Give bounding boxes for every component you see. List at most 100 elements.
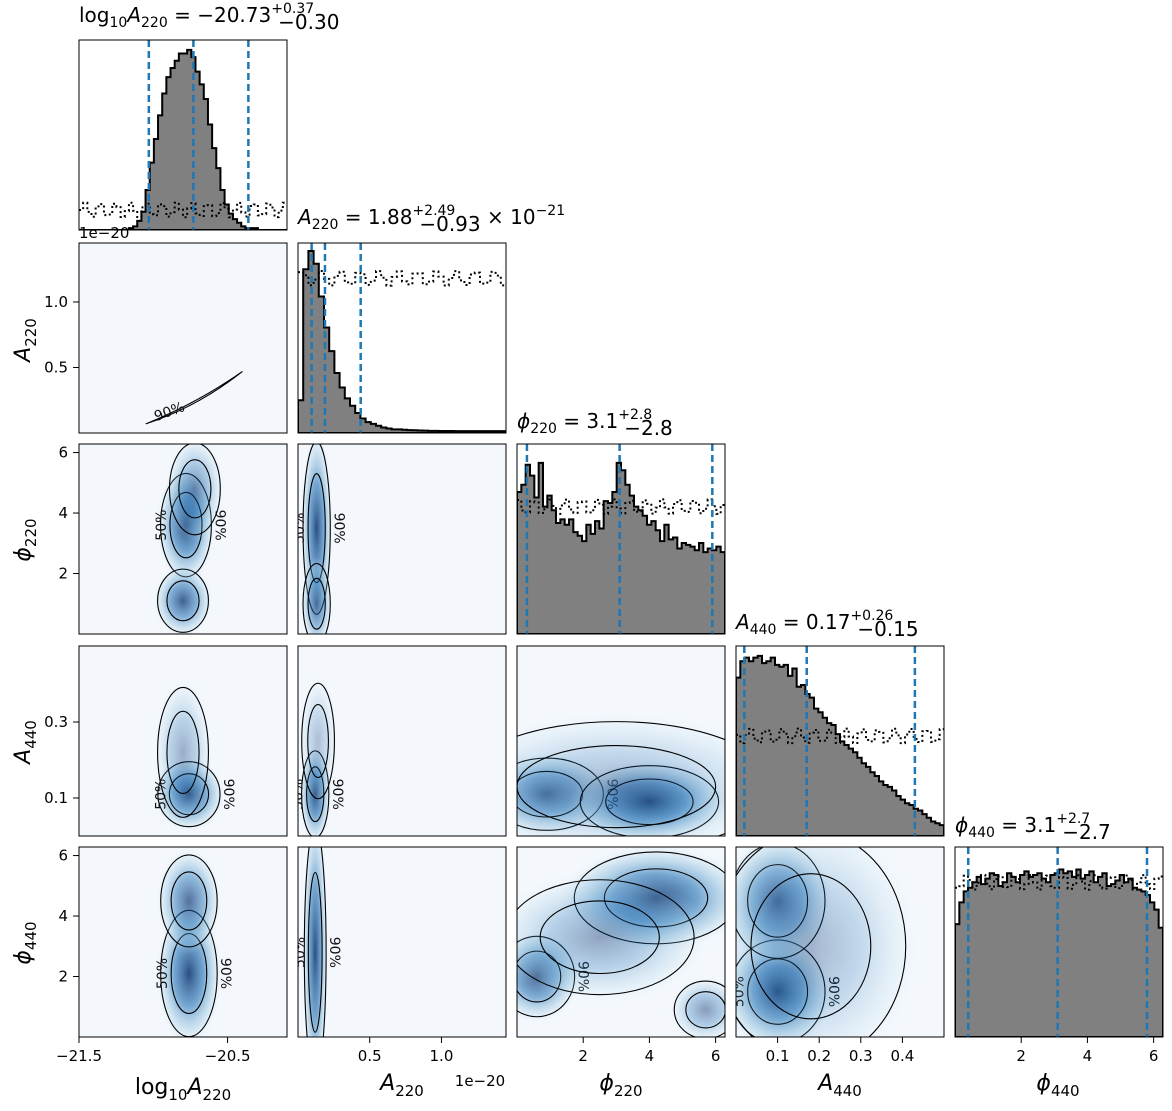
contour-90 — [517, 879, 695, 996]
contour-50 — [750, 873, 872, 1020]
hist-panel-phi220 — [516, 443, 726, 635]
density-blob — [299, 674, 338, 808]
title-logA220: log10A220 = −20.73+0.37 −0.30 — [79, 1, 339, 34]
panel-frame — [78, 846, 288, 1038]
contour-label: 90% — [220, 779, 236, 810]
density-background — [79, 243, 287, 433]
contour-label: 90% — [330, 513, 346, 544]
panel-frame — [78, 242, 288, 434]
prior-A220 — [298, 270, 506, 287]
hist-phi440 — [955, 868, 1163, 1037]
contour-90 — [673, 980, 725, 1037]
x-axis-label-A220: A220 — [378, 1071, 424, 1100]
density-blob — [300, 557, 333, 634]
density-blob — [153, 677, 213, 828]
contour-90 — [301, 682, 335, 800]
hist-panel-A220 — [297, 242, 507, 434]
x-tick-label: −20.5 — [205, 1047, 251, 1065]
panel-frame — [78, 443, 288, 635]
contour-label: 50% — [292, 513, 308, 544]
hist-panel-phi440 — [954, 846, 1164, 1038]
panel-frame — [516, 645, 726, 837]
density-panel-phi440-vs-A440: 50%90% — [735, 846, 945, 1038]
hist-panel-logA220 — [78, 39, 288, 231]
contour-90 — [302, 563, 331, 634]
density-blob — [517, 711, 725, 836]
prior-A440 — [736, 727, 944, 745]
y-tick-label: 1.0 — [44, 293, 68, 311]
y-tick-label: 0.1 — [44, 789, 68, 807]
x-axis-label-logA220: log10A220 — [135, 1075, 231, 1104]
contour-50 — [166, 580, 200, 622]
contour-90 — [168, 444, 221, 536]
hist-panel-A440 — [735, 645, 945, 837]
density-panel-phi440-vs-A220: 50% 90% — [297, 846, 507, 1038]
y-tick-label: 4 — [58, 504, 68, 522]
density-blob — [156, 847, 222, 955]
panel-frame — [297, 846, 507, 1038]
x-axis-label-A440: A440 — [816, 1071, 862, 1100]
y-tick-label: 6 — [58, 444, 68, 462]
panel-frame — [735, 846, 945, 1038]
contour-label: 90% — [329, 779, 345, 810]
x-tick-label: 1.0 — [430, 1047, 454, 1065]
y-tick-label: 6 — [58, 847, 68, 865]
contour-50 — [539, 900, 660, 975]
hist-frame — [954, 846, 1164, 1038]
density-panel-A440-vs-logA220: 50%90% — [78, 645, 288, 837]
hist-frame — [78, 39, 288, 231]
x-axis-label-phi440: ϕ440 — [1036, 1071, 1079, 1100]
contour-label: 50% — [155, 958, 171, 989]
x-tick-label: 2 — [1016, 1047, 1026, 1065]
contour-50 — [166, 710, 200, 794]
contour-90 — [145, 370, 243, 425]
y-axis-label-phi440: ϕ440 — [11, 921, 40, 964]
x-tick-label: 6 — [1149, 1047, 1159, 1065]
y-tick-label: 0.3 — [44, 713, 68, 731]
y-axis-label-A220: A220 — [11, 318, 40, 364]
y-tick-label: 2 — [58, 565, 68, 583]
contour-50 — [307, 871, 323, 1033]
y-tick-label: 2 — [58, 968, 68, 986]
title-phi440: ϕ440 = 3.1+2.7 −2.7 — [955, 811, 1111, 844]
contour-50 — [307, 577, 326, 630]
contour-90 — [736, 847, 907, 1037]
title-phi220: ϕ220 = 3.1+2.8 −2.8 — [517, 407, 673, 440]
density-blob — [153, 564, 213, 634]
contour-label: 50% — [291, 779, 307, 810]
hist-frame — [297, 242, 507, 434]
x-tick-label: 4 — [645, 1047, 655, 1065]
contour-90 — [517, 721, 725, 836]
density-blob — [517, 870, 709, 1004]
x-tick-label: 0.5 — [358, 1047, 382, 1065]
contour-50 — [170, 871, 208, 931]
x-offset-label: 1e−20 — [455, 1072, 505, 1090]
contour-90 — [160, 854, 218, 948]
contour-50 — [685, 991, 725, 1029]
x-tick-label: 0.3 — [849, 1047, 873, 1065]
panel-frame — [297, 645, 507, 837]
density-background — [298, 847, 506, 1037]
contour-label: 90% — [217, 958, 233, 989]
hist-frame — [516, 443, 726, 635]
y-offset-label: 1e−20 — [79, 224, 129, 242]
y-axis-label-A440: A440 — [11, 720, 40, 766]
y-axis-label-phi220: ϕ220 — [11, 518, 40, 561]
density-panel-A440-vs-A220: 50% 90% — [291, 645, 507, 837]
contour-label: 50% — [154, 510, 170, 541]
panel-frame — [516, 846, 726, 1038]
y-tick-label: 4 — [58, 907, 68, 925]
x-tick-label: 0.1 — [766, 1047, 790, 1065]
x-tick-label: 0.2 — [807, 1047, 831, 1065]
hist-A220 — [298, 250, 506, 433]
density-blob — [669, 976, 725, 1037]
x-tick-label: 0.4 — [890, 1047, 914, 1065]
y-tick-label: 0.5 — [44, 358, 68, 376]
contour-50 — [178, 459, 212, 519]
x-tick-label: −21.5 — [56, 1047, 102, 1065]
hist-frame — [735, 645, 945, 837]
contour-90 — [303, 847, 327, 1037]
density-panel-A440-vs-phi220: 50%90% — [516, 645, 726, 837]
panel-frame — [78, 645, 288, 837]
contour-90 — [157, 686, 209, 818]
